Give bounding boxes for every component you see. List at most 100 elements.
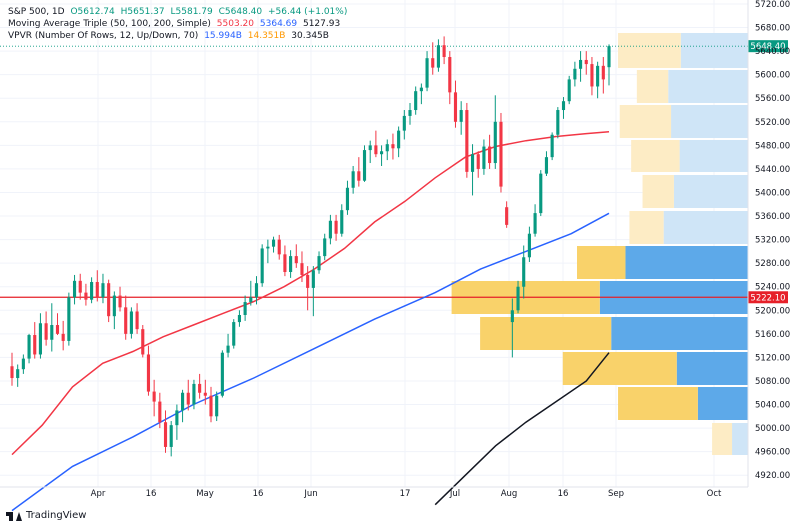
y-tick-label: 5200.00	[755, 306, 790, 316]
x-tick-label: Jun	[303, 489, 317, 499]
candle-body	[112, 295, 116, 317]
candle-body	[402, 115, 406, 131]
x-tick-label: Aug	[501, 489, 518, 499]
candle-body	[556, 110, 560, 135]
vpvr-up-bar	[732, 423, 748, 455]
candle-body	[505, 207, 509, 225]
vpvr-down-bar	[618, 33, 681, 68]
y-tick-label: 5120.00	[755, 353, 790, 363]
candle-body	[590, 64, 594, 87]
candle-body	[243, 302, 247, 316]
candle-body	[544, 157, 549, 174]
y-tick-label: 5560.00	[755, 94, 790, 104]
candle-body	[226, 345, 230, 353]
candle-body	[84, 292, 88, 300]
candle-body	[169, 425, 173, 447]
candle-body	[146, 354, 151, 392]
candle-body	[596, 65, 600, 87]
candle-body	[186, 392, 190, 405]
candle-body	[522, 257, 526, 287]
horizontal-level-label: 5222.10	[750, 293, 785, 303]
tradingview-icon	[6, 510, 22, 521]
x-tick-label: Apr	[91, 489, 106, 499]
y-tick-label: 5640.00	[755, 47, 790, 57]
candle-body	[539, 173, 543, 214]
candle-body	[72, 280, 77, 298]
candle-body	[448, 57, 452, 93]
candle-body	[181, 392, 185, 411]
candle-body	[306, 274, 310, 288]
candle-body	[16, 369, 20, 379]
candle-body	[328, 220, 332, 239]
y-tick-label: 5240.00	[755, 283, 790, 293]
candle-body	[317, 256, 321, 271]
legend-vpvr-row[interactable]: VPVR (Number Of Rows, 12, Up/Down, 70) 1…	[8, 30, 347, 42]
x-tick-label: 17	[400, 489, 411, 499]
candle-body	[44, 323, 48, 340]
candle-body	[550, 134, 554, 158]
vpvr-up-bar	[697, 387, 748, 420]
candle-body	[271, 239, 276, 247]
candle-body	[254, 283, 259, 298]
candle-body	[289, 256, 293, 273]
candle-body	[476, 154, 480, 169]
candle-body	[380, 151, 384, 155]
candle-body	[368, 145, 372, 151]
vpvr-up-bar	[671, 105, 748, 138]
candle-body	[163, 422, 168, 447]
candle-body	[601, 65, 605, 80]
candle-body	[459, 110, 463, 122]
legend-ma-row[interactable]: Moving Average Triple (50, 100, 200, Sim…	[8, 18, 347, 30]
candle-body	[38, 323, 42, 355]
y-tick-label: 5080.00	[755, 377, 790, 387]
y-tick-label: 5480.00	[755, 141, 790, 151]
close-value: C5648.40	[218, 7, 263, 17]
x-tick-label: 16	[146, 489, 157, 499]
low-value: L5581.79	[170, 7, 213, 17]
candle-body	[135, 311, 139, 330]
candle-body	[101, 283, 105, 298]
candle-body	[419, 87, 423, 92]
candle-body	[425, 58, 429, 88]
candle-body	[408, 110, 412, 116]
candle-body	[567, 79, 571, 102]
candle-body	[118, 295, 122, 308]
ma100-line	[11, 212, 610, 512]
candle-body	[510, 310, 514, 323]
y-tick-label: 5000.00	[755, 424, 790, 434]
last-price-badge	[748, 40, 788, 53]
candle-body	[414, 91, 418, 111]
ma50-value: 5503.20	[216, 19, 255, 29]
vpvr-up-bar	[663, 211, 748, 244]
candle-body	[33, 335, 37, 355]
y-tick-label: 5440.00	[755, 165, 790, 175]
y-tick-label: 5720.00	[755, 0, 790, 10]
candle-body	[67, 297, 71, 341]
candle-body	[488, 146, 492, 164]
volume-profile	[451, 33, 748, 455]
y-tick-label: 4960.00	[755, 448, 790, 458]
candle-body	[260, 248, 264, 284]
candle-body	[249, 297, 253, 303]
candle-body	[232, 322, 236, 346]
x-tick-label: Oct	[707, 489, 722, 499]
y-tick-label: 5360.00	[755, 212, 790, 222]
candle-body	[95, 282, 99, 298]
tradingview-logo[interactable]: TradingView	[6, 510, 86, 521]
candle-body	[579, 59, 583, 69]
vpvr-down-bar	[642, 175, 674, 208]
ma200-value: 5127.93	[302, 19, 341, 29]
candle-body	[61, 333, 65, 341]
symbol-label[interactable]: S&P 500, 1D	[8, 7, 65, 17]
high-value: H5651.37	[120, 7, 165, 17]
moving-averages	[11, 130, 610, 512]
candle-body	[385, 144, 389, 152]
y-tick-label: 5040.00	[755, 401, 790, 411]
candle-body	[527, 233, 531, 258]
vpvr-up-bar	[668, 70, 748, 103]
candle-body	[266, 246, 270, 249]
candle-body	[431, 58, 435, 68]
candle-body	[436, 45, 440, 68]
candle-body	[220, 352, 224, 396]
